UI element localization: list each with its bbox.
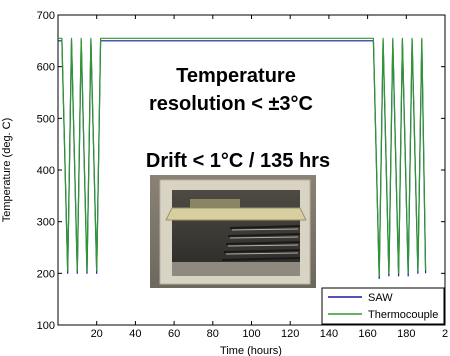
x-tick-label: 60 <box>168 328 180 340</box>
legend-label-saw: SAW <box>368 292 393 304</box>
y-axis-label: Temperature (deg. C) <box>1 118 13 223</box>
legend-label-thermocouple: Thermocouple <box>368 309 438 321</box>
x-tick-label: 160 <box>358 328 376 340</box>
x-tick-label: 120 <box>281 328 299 340</box>
x-tick-label: 20 <box>91 328 103 340</box>
y-tick-label: 500 <box>37 113 55 125</box>
annotation-resolution: resolution < ±3°C <box>149 93 313 115</box>
y-axis: 100 200 300 400 500 600 700 <box>37 10 445 332</box>
furnace-photo <box>150 175 316 288</box>
y-tick-label: 100 <box>37 320 55 332</box>
annotation-drift: Drift < 1°C / 135 hrs <box>146 150 330 172</box>
y-tick-label: 400 <box>37 165 55 177</box>
series-line-thermocouple <box>58 37 427 277</box>
y-tick-label: 300 <box>37 217 55 229</box>
x-tick-label: 2 <box>442 328 448 340</box>
x-tick-label: 140 <box>320 328 338 340</box>
x-tick-label: 80 <box>207 328 219 340</box>
x-tick-label: 100 <box>242 328 260 340</box>
y-tick-label: 600 <box>37 62 55 74</box>
y-tick-label: 700 <box>37 10 55 22</box>
legend: SAW Thermocouple <box>321 287 445 325</box>
y-tick-label: 200 <box>37 268 55 280</box>
x-axis-label: Time (hours) <box>220 345 282 356</box>
series-layer <box>58 37 427 280</box>
x-tick-label: 180 <box>397 328 415 340</box>
annotation-temperature: Temperature <box>176 65 296 87</box>
x-tick-label: 40 <box>129 328 141 340</box>
x-axis: 20 40 60 80 100 120 140 160 180 2 <box>91 15 448 340</box>
